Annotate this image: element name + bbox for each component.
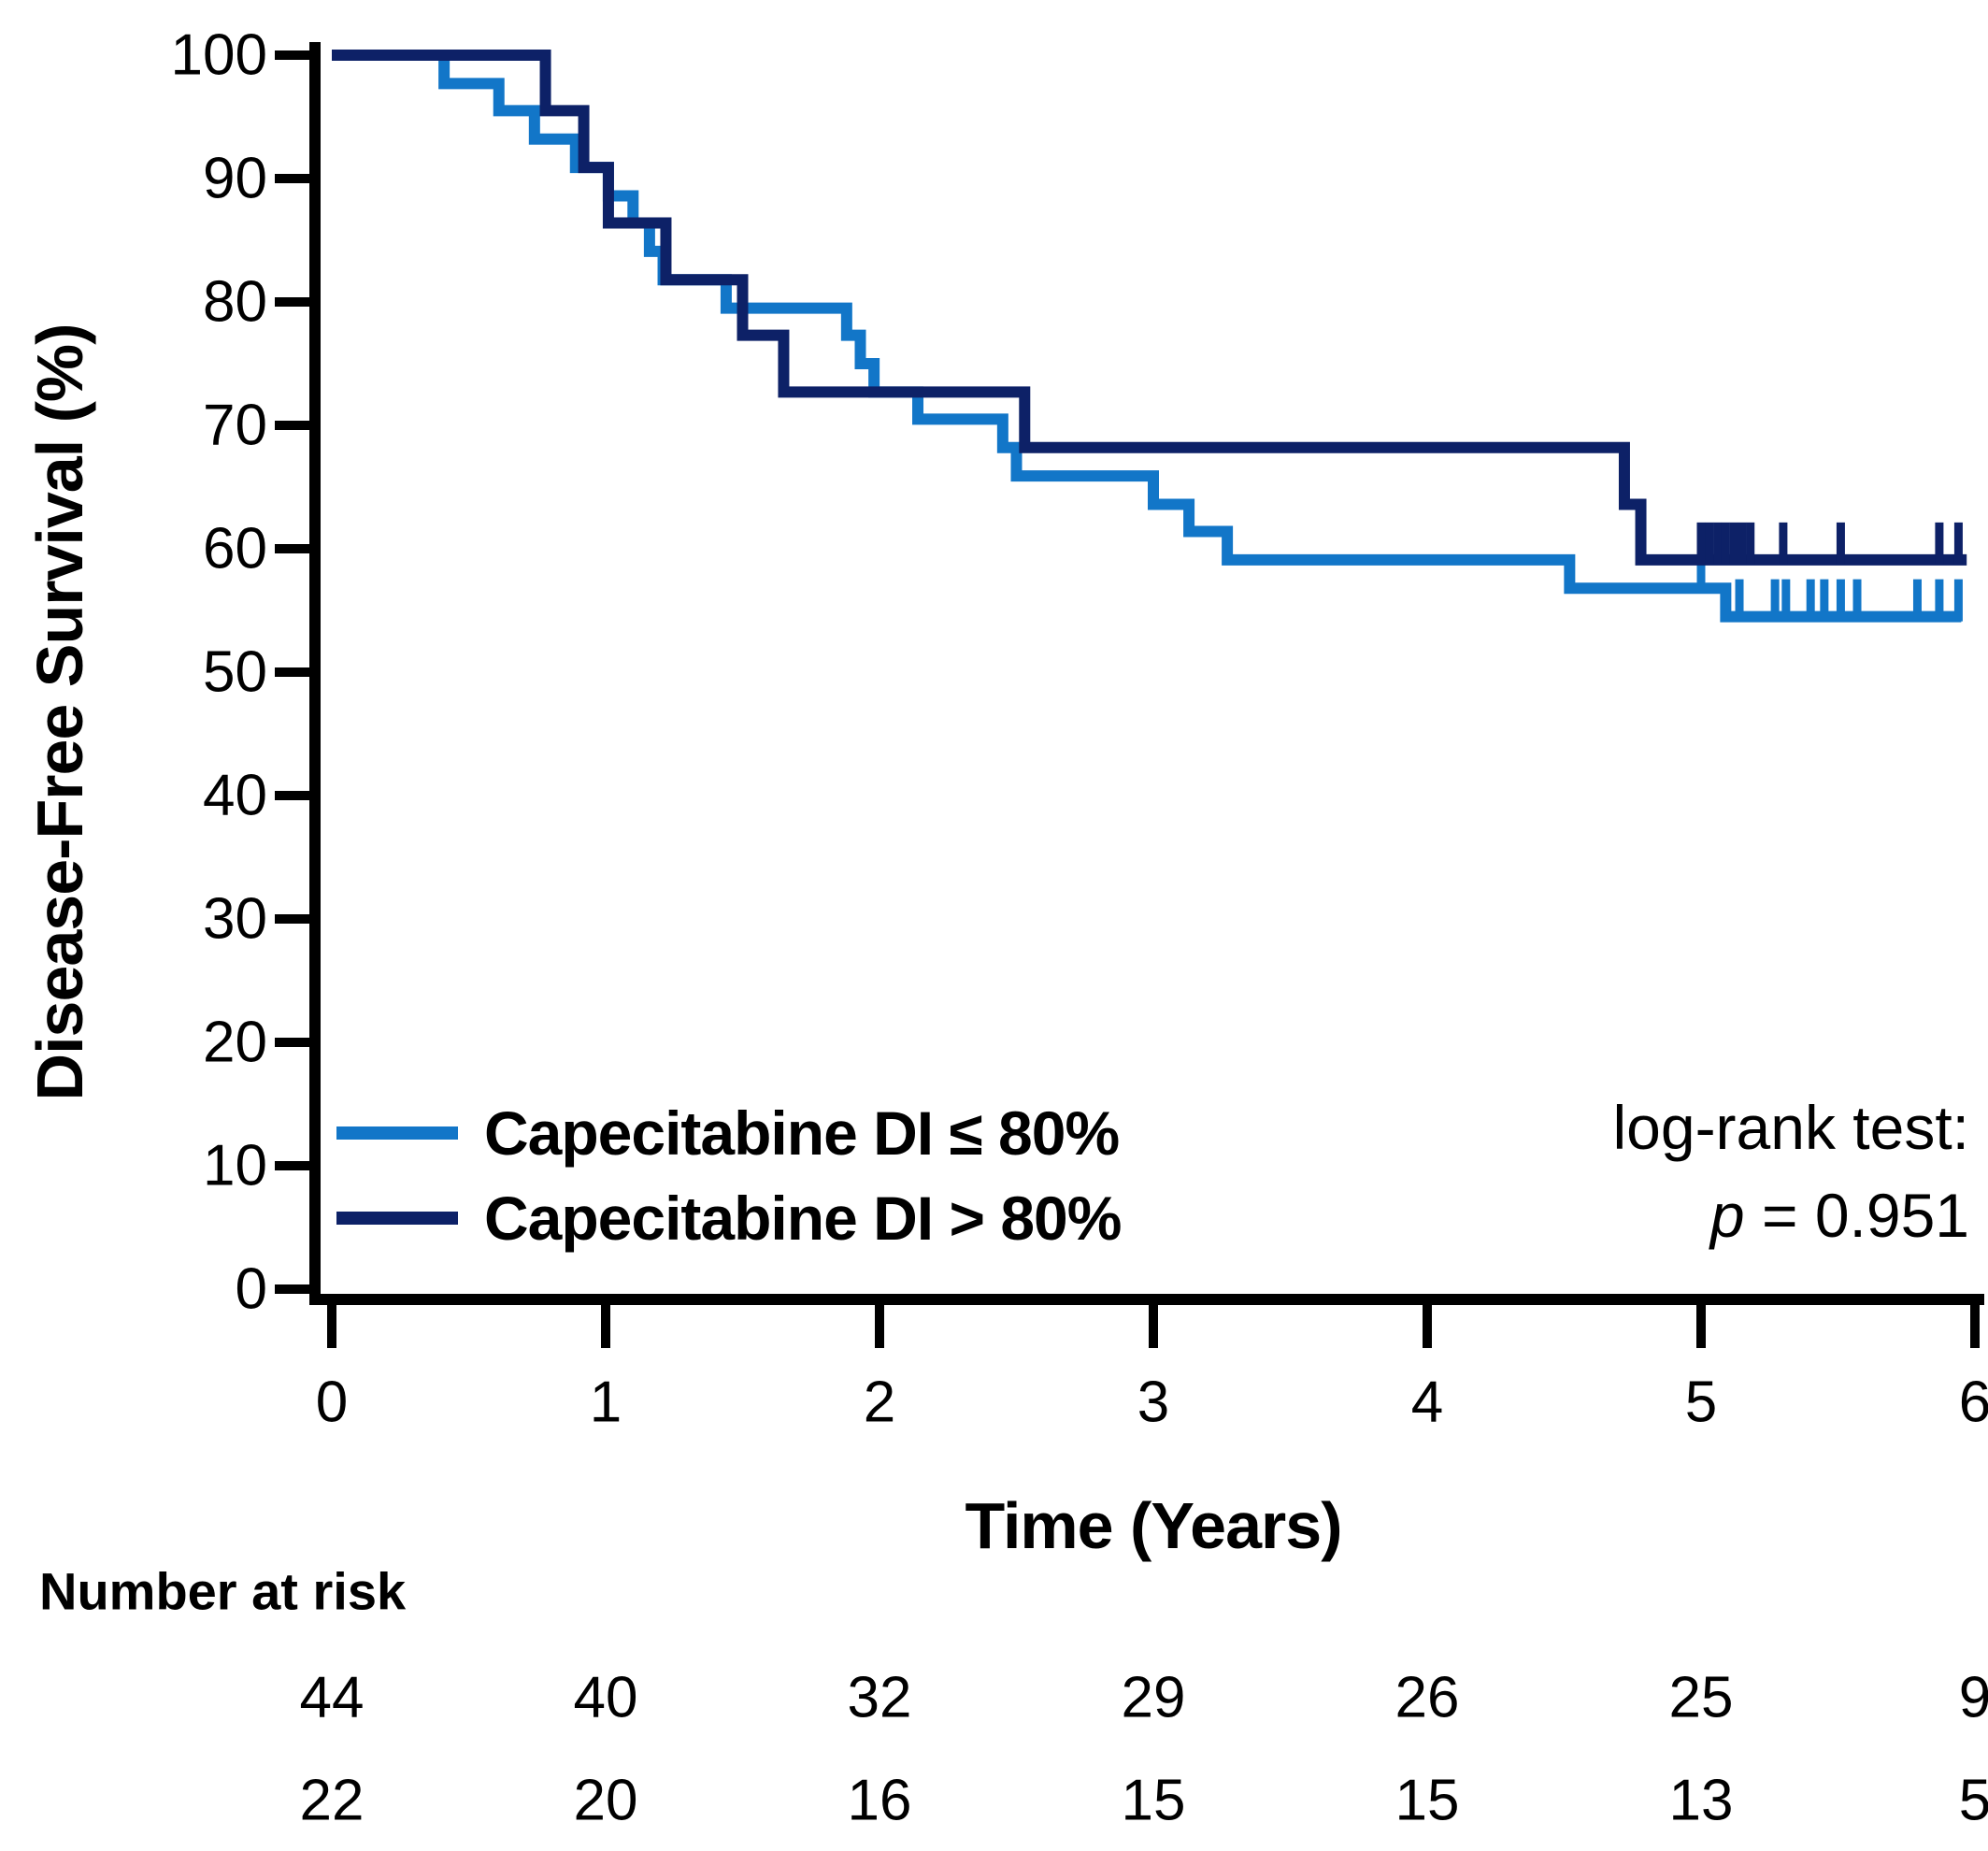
logrank-test-label: log-rank test: <box>1612 1093 1970 1162</box>
x-tick-label: 5 <box>1684 1370 1718 1435</box>
risk-count-di-gt-80: 20 <box>573 1768 638 1833</box>
y-axis-tick <box>275 1284 309 1294</box>
x-axis-tick <box>601 1305 610 1348</box>
y-axis-tick <box>275 667 309 677</box>
survival-curve-di-gt-80 <box>332 50 1967 566</box>
y-tick-label: 40 <box>203 763 267 828</box>
y-tick-label: 100 <box>170 22 267 88</box>
risk-count-di-le-80: 25 <box>1668 1665 1734 1730</box>
legend-label-di-le-80: Capecitabine DI ≤ 80% <box>484 1098 1120 1168</box>
y-tick-label: 80 <box>203 269 267 335</box>
y-tick-label: 90 <box>203 146 267 211</box>
p-value-text: p = 0.951 <box>1710 1180 1969 1251</box>
x-tick-label: 3 <box>1137 1370 1170 1435</box>
survival-curve-di-le-80 <box>332 50 1962 623</box>
y-tick-label: 10 <box>203 1133 267 1198</box>
y-axis-tick <box>275 1038 309 1047</box>
risk-count-di-le-80: 9 <box>1958 1665 1988 1730</box>
y-axis-tick <box>275 791 309 800</box>
y-axis-spine <box>309 42 321 1305</box>
x-tick-label: 1 <box>589 1370 622 1435</box>
risk-count-di-le-80: 44 <box>299 1665 365 1730</box>
x-axis-tick <box>327 1305 336 1348</box>
y-axis-title: Disease-Free Survival (%) <box>23 323 96 1101</box>
x-axis-tick <box>1149 1305 1158 1348</box>
risk-table-header: Number at risk <box>39 1561 407 1621</box>
x-tick-label: 6 <box>1958 1370 1988 1435</box>
x-axis-tick <box>1696 1305 1706 1348</box>
y-tick-label: 30 <box>203 886 267 952</box>
risk-count-di-gt-80: 13 <box>1668 1768 1734 1833</box>
x-axis-tick <box>1970 1305 1980 1348</box>
x-tick-label: 2 <box>863 1370 896 1435</box>
x-axis-spine <box>309 1294 1984 1305</box>
x-axis-tick <box>1423 1305 1432 1348</box>
risk-count-di-gt-80: 22 <box>299 1768 365 1833</box>
risk-count-di-gt-80: 5 <box>1958 1768 1988 1833</box>
legend-swatch-di-gt-80-icon <box>336 1212 458 1225</box>
y-axis-tick <box>275 914 309 924</box>
x-axis-title: Time (Years) <box>965 1489 1342 1562</box>
y-axis-tick <box>275 297 309 307</box>
y-tick-label: 0 <box>235 1256 267 1322</box>
y-axis-tick <box>275 421 309 430</box>
y-tick-label: 20 <box>203 1010 267 1075</box>
y-tick-label: 50 <box>203 639 267 705</box>
risk-count-di-gt-80: 15 <box>1121 1768 1186 1833</box>
y-axis-tick <box>275 50 309 60</box>
y-axis-tick <box>275 174 309 183</box>
risk-count-di-le-80: 40 <box>573 1665 638 1730</box>
risk-count-di-le-80: 32 <box>847 1665 912 1730</box>
p-value: = 0.951 <box>1744 1181 1969 1250</box>
legend-swatch-di-le-80-icon <box>336 1126 458 1140</box>
risk-count-di-le-80: 26 <box>1394 1665 1460 1730</box>
risk-count-di-gt-80: 16 <box>847 1768 912 1833</box>
x-tick-label: 4 <box>1410 1370 1444 1435</box>
y-tick-label: 70 <box>203 393 267 458</box>
y-axis-tick <box>275 1161 309 1170</box>
legend-label-di-gt-80: Capecitabine DI > 80% <box>484 1184 1122 1253</box>
risk-count-di-le-80: 29 <box>1121 1665 1186 1730</box>
legend-item-di-gt-80: Capecitabine DI > 80% <box>336 1183 1122 1254</box>
risk-count-di-gt-80: 15 <box>1394 1768 1460 1833</box>
x-tick-label: 0 <box>315 1370 349 1435</box>
x-axis-tick <box>875 1305 884 1348</box>
y-axis-tick <box>275 544 309 553</box>
p-symbol: p <box>1709 1181 1745 1250</box>
y-tick-label: 60 <box>203 516 267 581</box>
legend-item-di-le-80: Capecitabine DI ≤ 80% <box>336 1098 1120 1169</box>
